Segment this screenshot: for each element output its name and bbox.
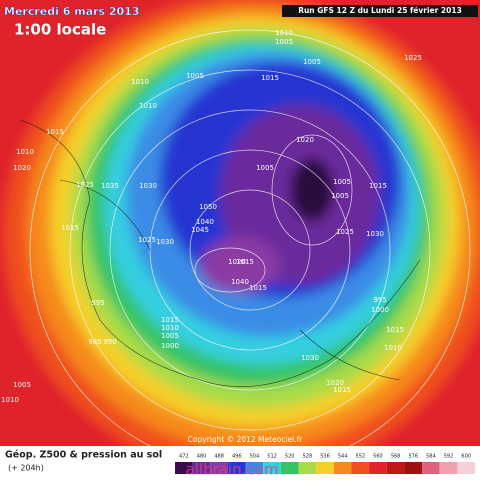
date: Mercredi 6 mars 2013 xyxy=(4,5,140,18)
isobar-label: 1015 xyxy=(61,224,79,232)
scale-label: 544 xyxy=(338,454,348,460)
scale-label: 472 xyxy=(179,454,189,460)
isobar-label: 1005 xyxy=(331,192,349,200)
scale-swatch xyxy=(210,462,228,474)
isobar-label: 1005 xyxy=(256,164,274,172)
isobar-label: 995 xyxy=(373,296,386,304)
scale-swatch xyxy=(386,462,405,474)
isobar-label: 1025 xyxy=(138,236,156,244)
lead-time: (+ 204h) xyxy=(8,464,44,473)
isobar-label: 1035 xyxy=(101,182,119,190)
isobar-label: 1045 xyxy=(191,226,209,234)
scale-label: 496 xyxy=(232,454,242,460)
isobar-label: 1015 xyxy=(161,316,179,324)
scale-swatch xyxy=(298,462,317,474)
isobar-label: 1015 xyxy=(333,386,351,394)
isobar-label: 985 xyxy=(88,338,101,346)
scale-label: 520 xyxy=(285,454,295,460)
scale-swatch xyxy=(263,462,281,474)
isobar-label: 1030 xyxy=(139,182,157,190)
isobar-label: 1005 xyxy=(303,58,321,66)
scale-label: 528 xyxy=(303,454,313,460)
isobar-label: 1015 xyxy=(46,128,64,136)
color-scale: 472 480 488 496 504 512 520 528 536 544 552 560 568 5… xyxy=(175,454,475,474)
copyright: Copyright © 2012 Meteociel.fr xyxy=(188,435,304,444)
isobar-label: 1050 xyxy=(199,203,217,211)
scale-swatch xyxy=(457,462,475,474)
scale-swatch xyxy=(280,462,299,474)
scale-label: 488 xyxy=(214,454,224,460)
isobar-label: 1015 xyxy=(236,258,254,266)
scale-label: 576 xyxy=(408,454,418,460)
scale-label: 552 xyxy=(356,454,366,460)
footer-title: Géop. Z500 & pression au sol xyxy=(5,450,162,461)
scale-label: 480 xyxy=(197,454,207,460)
scale-label: 600 xyxy=(461,454,471,460)
scale-label: 504 xyxy=(250,454,260,460)
isobar-label: 1005 xyxy=(333,178,351,186)
scale-label: 568 xyxy=(391,454,401,460)
isobar-label: 1010 xyxy=(161,324,179,332)
scale-swatch xyxy=(422,462,440,474)
coastlines xyxy=(19,119,421,387)
scale-swatch xyxy=(316,462,334,474)
isobar-label: 1030 xyxy=(301,354,319,362)
scale-swatch xyxy=(245,462,264,474)
run-bar xyxy=(282,5,478,17)
isobar-label: 1010 xyxy=(1,396,19,404)
isobar-label: 1000 xyxy=(371,306,389,314)
scale-label: 592 xyxy=(444,454,454,460)
scale-label: 536 xyxy=(320,454,330,460)
isobar-label: 1000 xyxy=(161,342,179,350)
isobar-label: 1010 xyxy=(384,344,402,352)
isobar-label: 1025 xyxy=(76,181,94,189)
isobar-label: 1005 xyxy=(275,38,293,46)
isobar-label: 995 xyxy=(91,299,104,307)
isobar-label: 1015 xyxy=(369,182,387,190)
isobar-label: 990 xyxy=(103,338,116,346)
isobar-label: 1020 xyxy=(326,379,344,387)
scale-swatch xyxy=(369,462,387,474)
isobar-label: 1005 xyxy=(161,332,179,340)
scale-swatch xyxy=(175,462,193,474)
isobar-label: 1010 xyxy=(275,29,293,37)
isobar-label: 1025 xyxy=(404,54,422,62)
watermark: allbrain.com xyxy=(186,461,279,479)
scale-swatch xyxy=(351,462,370,474)
run: Run GFS 12 Z du Lundi 25 février 2013 xyxy=(298,6,462,15)
isobar-label: 1040 xyxy=(196,218,214,226)
local-time: 1:00 locale xyxy=(14,21,106,39)
isobar-label: 1005 xyxy=(13,381,31,389)
isobar-label: 1030 xyxy=(366,230,384,238)
scale-swatch xyxy=(439,462,458,474)
scale-swatch xyxy=(192,462,211,474)
scale-swatch xyxy=(404,462,423,474)
isobar-label: 1020 xyxy=(13,164,31,172)
isobar-label: 1010 xyxy=(131,78,149,86)
isobar-label: 1015 xyxy=(386,326,404,334)
isobar-label: 1005 xyxy=(186,72,204,80)
scale-label: 512 xyxy=(267,454,277,460)
scale-label: 584 xyxy=(426,454,436,460)
isobar-labels: 1010100510151010100510051010101510101025… xyxy=(1,29,422,404)
isobar-label: 1010 xyxy=(139,102,157,110)
isobar-label: 1015 xyxy=(261,74,279,82)
isobar-label: 1015 xyxy=(249,284,267,292)
scale-swatch xyxy=(227,462,246,474)
isobar-label: 1010 xyxy=(16,148,34,156)
isobar-label: 1020 xyxy=(228,258,246,266)
scale-label: 560 xyxy=(373,454,383,460)
isobar-label: 1040 xyxy=(231,278,249,286)
isobar-label: 1025 xyxy=(336,228,354,236)
isobar-label: 1030 xyxy=(156,238,174,246)
isobar-label: 1020 xyxy=(296,136,314,144)
scale-swatch xyxy=(333,462,352,474)
